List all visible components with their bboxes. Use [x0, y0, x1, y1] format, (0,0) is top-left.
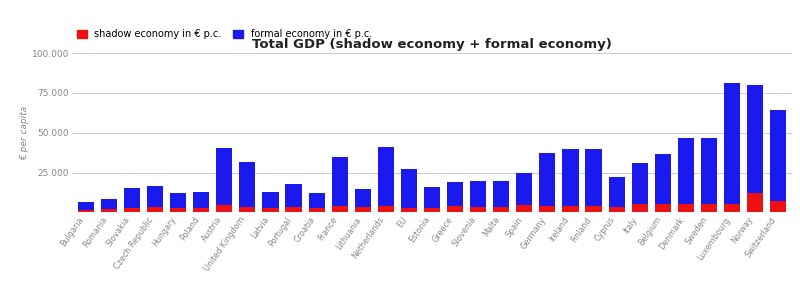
Bar: [747, 85, 763, 193]
Bar: [770, 110, 786, 201]
Bar: [724, 204, 740, 212]
Bar: [147, 186, 163, 207]
Bar: [470, 181, 486, 207]
Bar: [493, 181, 510, 207]
Bar: [216, 148, 232, 205]
Bar: [193, 192, 210, 208]
Bar: [124, 208, 140, 212]
Bar: [701, 204, 717, 212]
Legend: shadow economy in € p.c., formal economy in € p.c.: shadow economy in € p.c., formal economy…: [77, 29, 372, 39]
Bar: [447, 182, 463, 206]
Bar: [170, 193, 186, 208]
Bar: [424, 187, 440, 208]
Bar: [562, 150, 578, 206]
Bar: [401, 169, 417, 208]
Bar: [78, 210, 94, 212]
Bar: [678, 138, 694, 204]
Bar: [239, 207, 255, 212]
Bar: [609, 207, 625, 212]
Bar: [354, 207, 371, 212]
Bar: [747, 193, 763, 212]
Bar: [124, 188, 140, 208]
Bar: [424, 208, 440, 212]
Bar: [493, 207, 510, 212]
Y-axis label: € per capita: € per capita: [20, 106, 29, 160]
Bar: [724, 83, 740, 204]
Bar: [632, 204, 648, 212]
Title: Total GDP (shadow economy + formal economy): Total GDP (shadow economy + formal econo…: [252, 37, 612, 50]
Bar: [170, 208, 186, 212]
Bar: [516, 205, 532, 212]
Bar: [378, 206, 394, 212]
Bar: [539, 206, 555, 212]
Bar: [609, 176, 625, 207]
Bar: [562, 206, 578, 212]
Bar: [654, 154, 671, 204]
Bar: [193, 208, 210, 212]
Bar: [216, 205, 232, 212]
Bar: [147, 207, 163, 212]
Bar: [654, 204, 671, 212]
Bar: [332, 157, 348, 206]
Bar: [678, 204, 694, 212]
Bar: [309, 208, 325, 212]
Bar: [286, 184, 302, 207]
Bar: [539, 153, 555, 206]
Bar: [332, 206, 348, 212]
Bar: [354, 189, 371, 207]
Bar: [378, 147, 394, 206]
Bar: [101, 209, 117, 212]
Bar: [286, 207, 302, 212]
Bar: [586, 206, 602, 212]
Bar: [516, 173, 532, 205]
Bar: [632, 163, 648, 204]
Bar: [101, 199, 117, 209]
Bar: [701, 138, 717, 204]
Bar: [401, 208, 417, 212]
Bar: [447, 206, 463, 212]
Bar: [770, 201, 786, 212]
Bar: [586, 150, 602, 206]
Bar: [262, 208, 278, 212]
Bar: [239, 162, 255, 207]
Bar: [470, 207, 486, 212]
Bar: [78, 202, 94, 210]
Bar: [262, 193, 278, 208]
Bar: [309, 193, 325, 208]
